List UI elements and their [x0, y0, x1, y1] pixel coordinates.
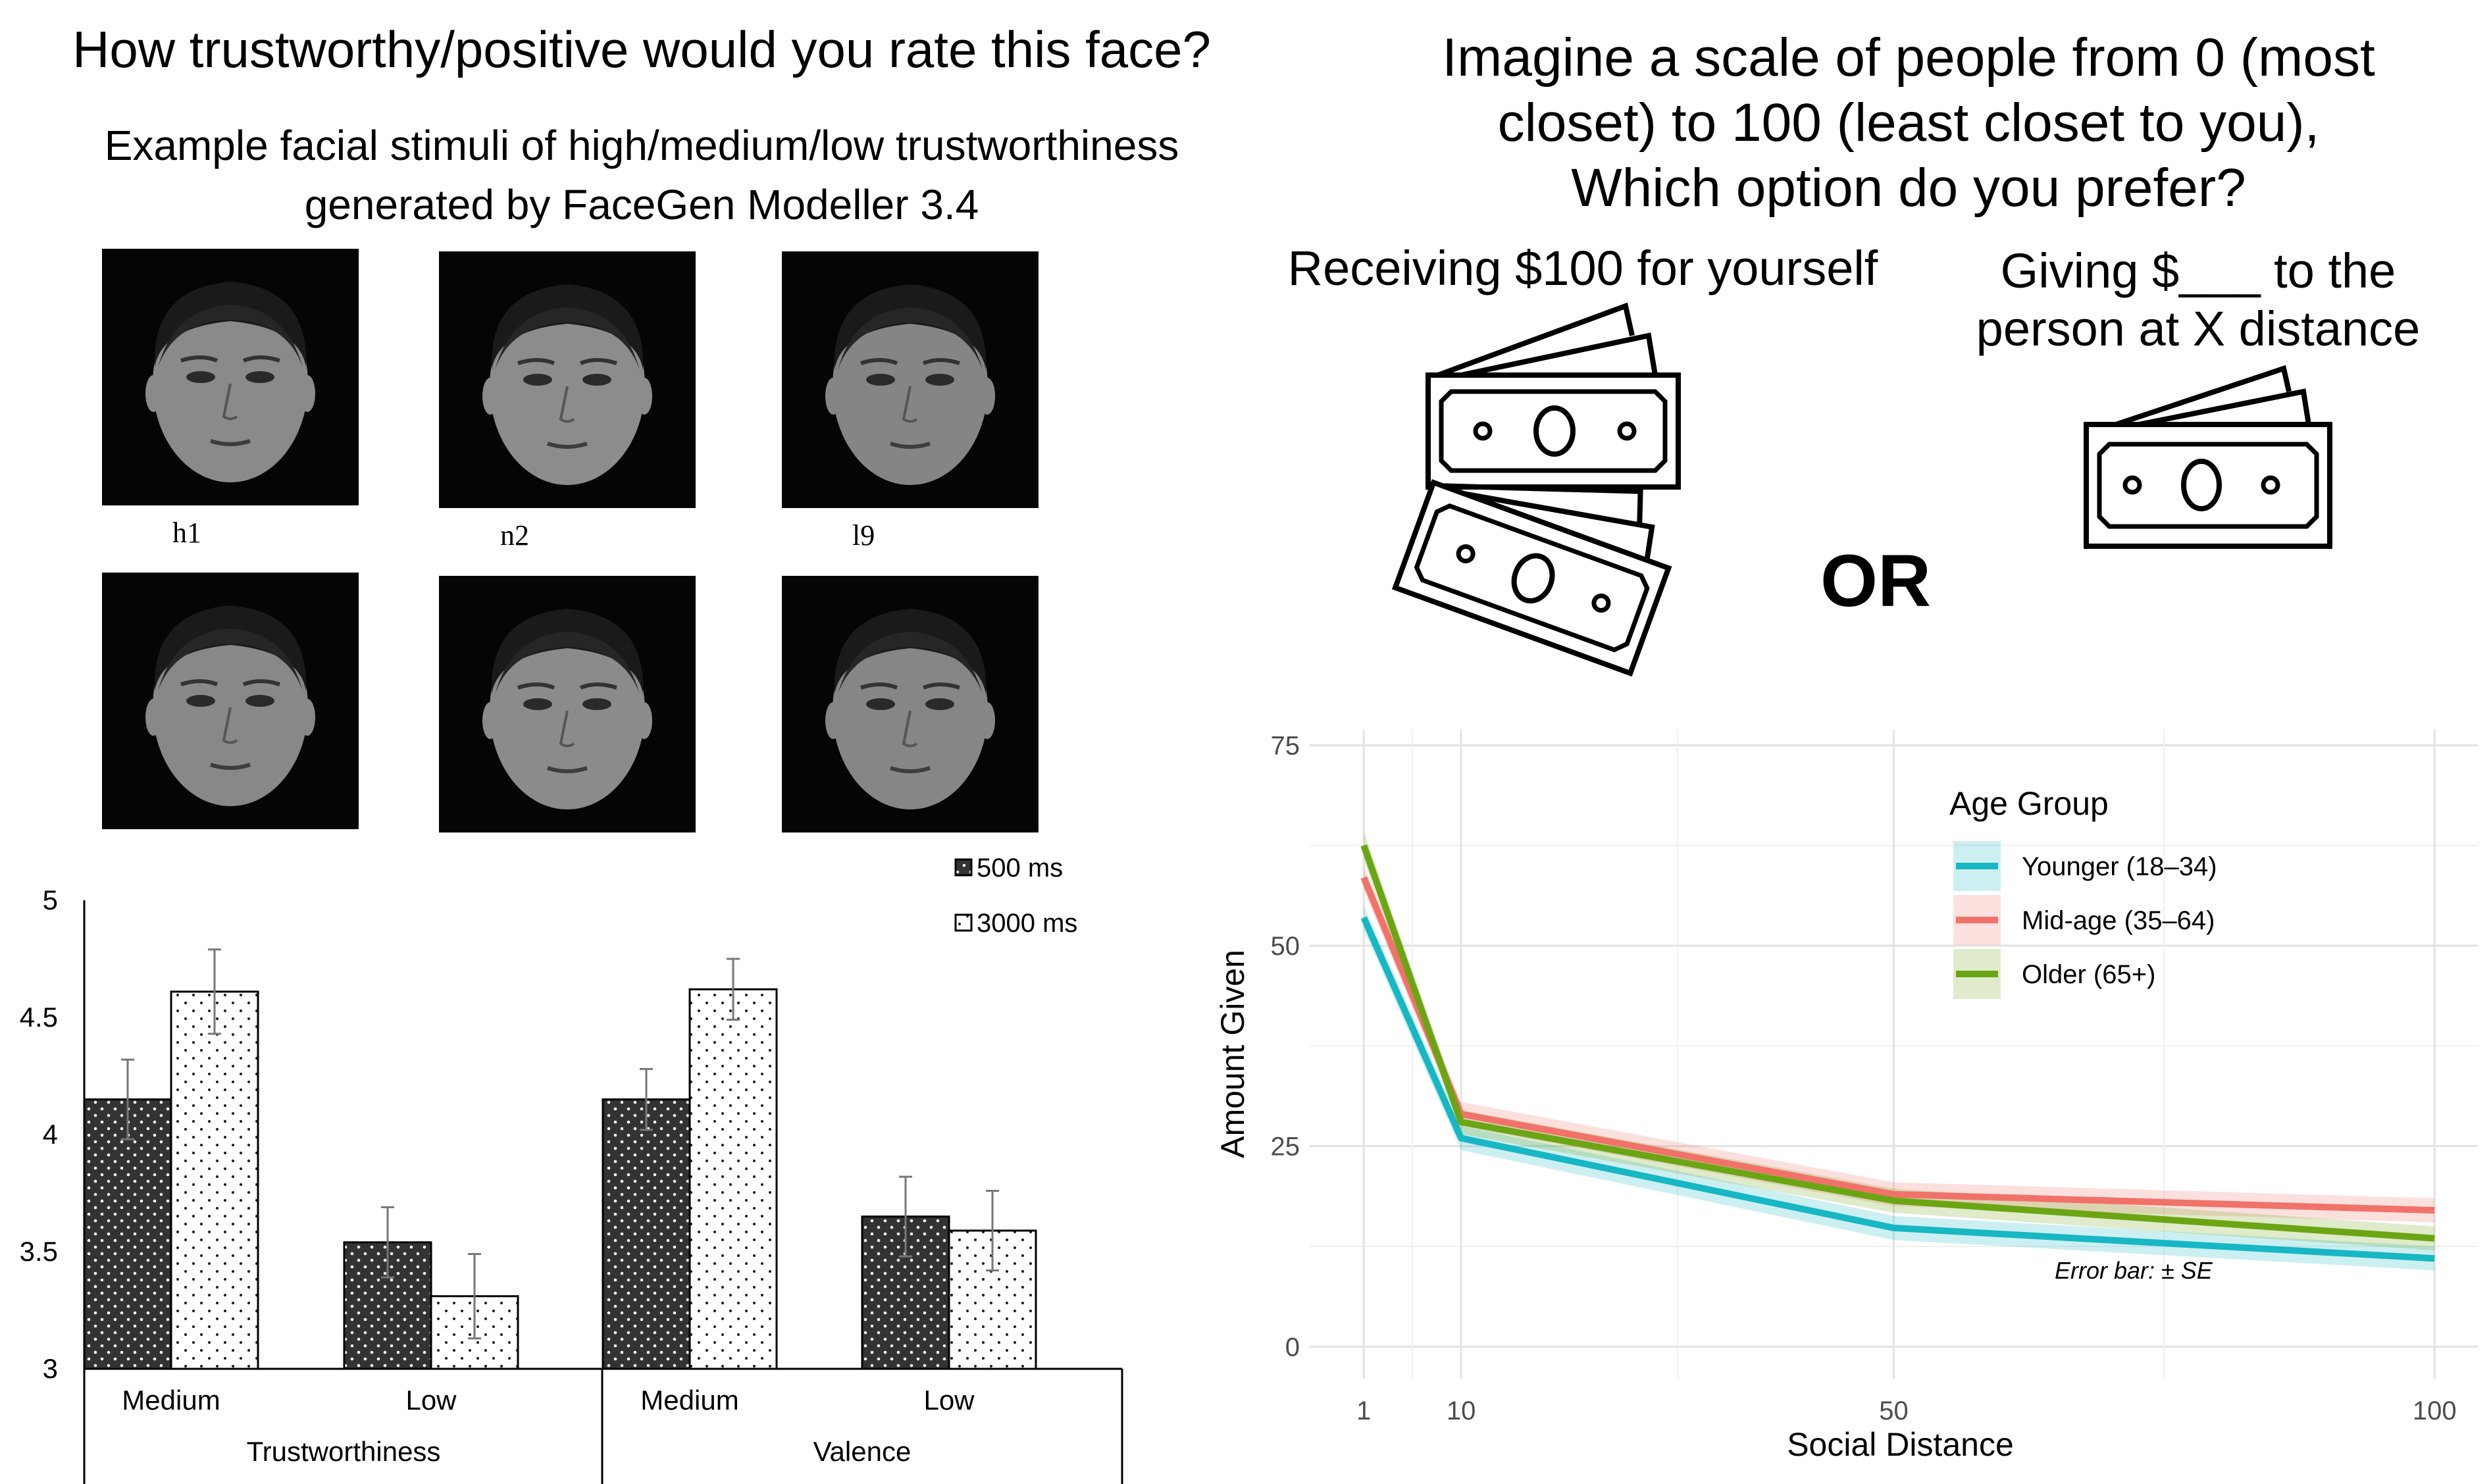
y-axis-title: Amount Given — [1214, 950, 1251, 1158]
category-label: Low — [923, 1385, 975, 1416]
error-bar — [986, 1189, 999, 1271]
money-bill-icon — [2084, 365, 2332, 549]
face-illustration — [145, 605, 315, 806]
left-panel-subtitle: Example facial stimuli of high/medium/lo… — [0, 116, 1283, 234]
right-title-line-3: Which option do you prefer? — [1571, 158, 2246, 218]
bar-3000ms — [170, 990, 259, 1370]
face-stimulus-image — [782, 251, 1039, 508]
face-stimulus-image — [102, 573, 359, 829]
legend-swatch — [954, 913, 973, 932]
subtitle-line-2: generated by FaceGen Modeller 3.4 — [304, 181, 979, 228]
error-bar — [208, 948, 221, 1035]
social-distance-line-chart: 0 25 50 75 1 10 50 100 Social Distance Amount Giv… — [1214, 729, 2478, 1463]
x-tick-label: 1 — [1356, 1396, 1371, 1425]
legend-swatch — [954, 858, 973, 877]
series-line — [1360, 844, 2435, 1242]
face-label-l9: l9 — [852, 519, 875, 551]
face-illustration — [145, 282, 315, 482]
option-give-line-2: person at X distance — [1976, 301, 2421, 356]
group-label: Trustworthiness — [247, 1436, 441, 1467]
se-ribbon — [1364, 906, 2435, 1271]
legend-label: 500 ms — [977, 854, 1063, 883]
legend-label: Mid-age (35–64) — [2022, 906, 2215, 935]
series-line — [1360, 916, 2435, 1262]
x-tick-label: 10 — [1447, 1396, 1476, 1425]
category-label: Low — [405, 1385, 457, 1416]
error-bar-annotation: Error bar: ± SE — [2055, 1257, 2213, 1284]
y-tick-label: 4.5 — [20, 1002, 58, 1033]
y-tick-label: 5 — [43, 884, 58, 915]
bar-3000ms — [688, 988, 778, 1370]
right-title-line-2: closet) to 100 (least closet to you), — [1497, 93, 2320, 153]
face-illustration — [825, 284, 995, 485]
y-tick-label: 3.5 — [20, 1236, 58, 1267]
x-tick-label: 100 — [2413, 1396, 2457, 1425]
se-ribbon — [1364, 865, 2435, 1223]
y-tick-label: 25 — [1271, 1133, 1300, 1162]
error-bar — [381, 1206, 394, 1279]
bar-500ms — [602, 1098, 691, 1370]
trustworthiness-bar-chart: 5 4.5 4 3.5 3 Medium Low Medium Low Trustworthine… — [20, 854, 1123, 1484]
right-title-line-1: Imagine a scale of people from 0 (most — [1442, 28, 2375, 88]
face-label-h1: h1 — [172, 517, 201, 549]
right-panel-title: Imagine a scale of people from 0 (most c… — [1349, 25, 2468, 220]
x-tick-label: 50 — [1879, 1396, 1909, 1425]
error-bar — [727, 958, 740, 1021]
y-tick-label: 50 — [1271, 932, 1300, 961]
y-tick-label: 75 — [1271, 731, 1300, 760]
legend-label: Younger (18–34) — [2022, 852, 2217, 881]
series-line — [1360, 876, 2435, 1214]
category-label: Medium — [122, 1385, 220, 1416]
face-stimulus-image — [782, 576, 1039, 832]
error-bar — [468, 1253, 481, 1340]
legend-label: 3000 ms — [977, 909, 1077, 938]
error-bar — [640, 1067, 653, 1131]
legend-title: Age Group — [1949, 785, 2109, 822]
money-stack-icon — [1391, 302, 1681, 677]
face-illustration — [482, 284, 652, 485]
left-panel-title: How trustworthy/positive would you rate … — [72, 20, 1211, 78]
face-illustration — [482, 609, 652, 809]
error-bar — [899, 1175, 912, 1258]
option-receive-label: Receiving $100 for yourself — [1287, 241, 1878, 295]
y-tick-label: 0 — [1285, 1333, 1300, 1362]
option-give-line-1: Giving $___ to the — [2000, 243, 2396, 298]
subtitle-line-1: Example facial stimuli of high/medium/lo… — [104, 122, 1179, 169]
legend-label: Older (65+) — [2022, 960, 2155, 989]
error-bar — [121, 1058, 134, 1140]
group-label: Valence — [813, 1436, 912, 1467]
face-stimulus-image — [439, 576, 696, 832]
face-label-n2: n2 — [500, 519, 529, 551]
y-tick-label: 4 — [43, 1119, 58, 1150]
face-illustration — [825, 609, 995, 809]
y-tick-label: 3 — [43, 1353, 58, 1384]
category-label: Medium — [640, 1385, 738, 1416]
or-label: OR — [1820, 540, 1931, 622]
face-stimulus-image — [102, 249, 359, 505]
option-give-label: Giving $___ to the person at X distance — [1941, 242, 2455, 358]
x-axis-title: Social Distance — [1787, 1426, 2014, 1463]
face-stimulus-image — [439, 251, 696, 508]
